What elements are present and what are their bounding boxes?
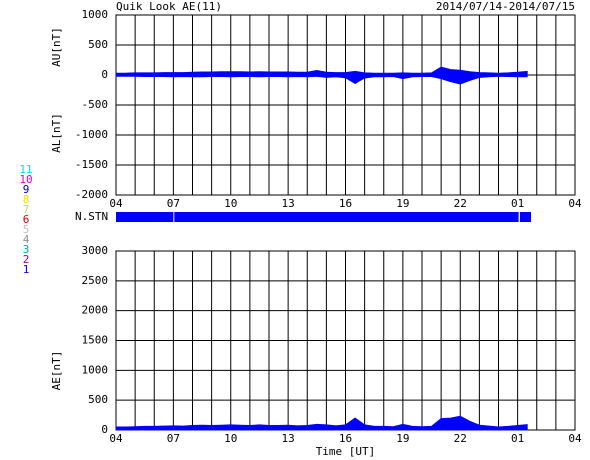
timeline-label: N.STN [75, 210, 108, 223]
y-tick-label: 500 [88, 38, 108, 51]
station-legend-label: 8 [23, 193, 30, 206]
y-tick-label: 1000 [82, 8, 109, 21]
x-tick-label: 16 [339, 432, 352, 445]
y-tick-label: 2500 [82, 274, 109, 287]
x-tick-label: 13 [282, 197, 295, 210]
x-tick-label: 07 [167, 432, 180, 445]
chart-subtitle: 2014/07/14-2014/07/15 [436, 0, 575, 13]
x-tick-label: 22 [454, 432, 467, 445]
x-tick-label: 07 [167, 197, 180, 210]
station-segment [116, 212, 174, 222]
station-legend-label: 1 [23, 263, 30, 276]
x-tick-label: 04 [568, 197, 582, 210]
station-legend-label: 3 [23, 243, 30, 256]
station-legend-label: 7 [23, 203, 30, 216]
area [115, 66, 528, 76]
y-tick-label: 3000 [82, 244, 109, 257]
y-tick-label: 1500 [82, 334, 109, 347]
station-legend-label: 2 [23, 253, 30, 266]
station-legend-label: 4 [23, 233, 30, 246]
station-segment [174, 212, 519, 222]
x-tick-label: 13 [282, 432, 295, 445]
area [115, 74, 528, 85]
y-tick-label: -2000 [75, 188, 108, 201]
area [115, 415, 528, 431]
x-tick-label: 04 [109, 197, 123, 210]
x-tick-label: 01 [511, 432, 524, 445]
y-tick-label: 0 [101, 68, 108, 81]
y-tick-label: 2000 [82, 304, 109, 317]
x-tick-label: 22 [454, 197, 467, 210]
station-legend-label: 9 [23, 183, 30, 196]
x-tick-label: 04 [109, 432, 123, 445]
y-tick-label: -1500 [75, 158, 108, 171]
y-tick-label: 0 [101, 423, 108, 436]
x-tick-label: 01 [511, 197, 524, 210]
y-tick-label: 500 [88, 393, 108, 406]
x-tick-label: 10 [224, 197, 237, 210]
y-tick-label: -500 [82, 98, 109, 111]
x-tick-label: 04 [568, 432, 582, 445]
station-legend-label: 5 [23, 223, 30, 236]
y-axis-label: AU[nT] [50, 27, 63, 67]
x-tick-label: 19 [396, 197, 409, 210]
station-legend-label: 6 [23, 213, 30, 226]
y-tick-label: -1000 [75, 128, 108, 141]
y-axis-label: AE[nT] [50, 351, 63, 391]
x-tick-label: 10 [224, 432, 237, 445]
y-tick-label: 1000 [82, 363, 109, 376]
y-axis-label: AL[nT] [50, 113, 63, 153]
station-legend-label: 11 [19, 163, 32, 176]
station-segment [519, 212, 532, 222]
x-tick-label: 19 [396, 432, 409, 445]
station-legend-label: 10 [19, 173, 32, 186]
x-axis-label: Time [UT] [316, 445, 376, 458]
chart-title: Quik Look AE(11) [116, 0, 222, 13]
x-tick-label: 16 [339, 197, 352, 210]
